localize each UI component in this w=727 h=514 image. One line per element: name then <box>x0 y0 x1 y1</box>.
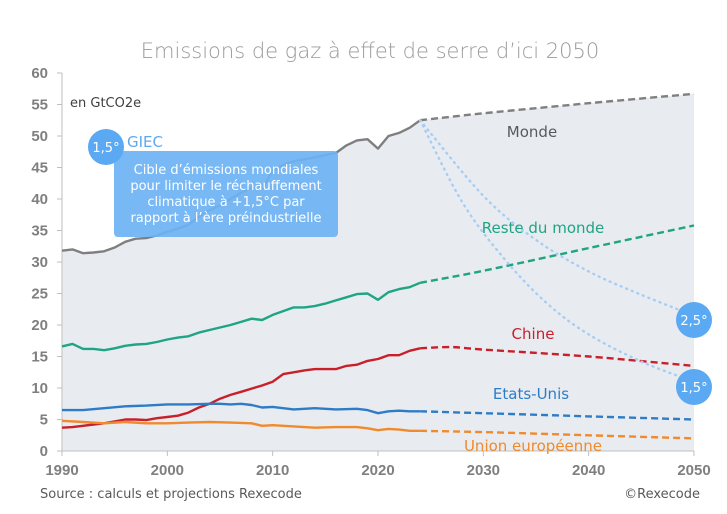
series-union-europeenne-projection <box>420 429 695 440</box>
giec-note-line-3: climatique à +1,5°C par <box>147 195 305 210</box>
label-reste-du-monde: Reste du monde <box>482 219 605 237</box>
y-tick-label: 45 <box>31 160 48 177</box>
plot-area <box>62 93 694 452</box>
badge-1-5-circle <box>676 369 712 405</box>
y-tick-label: 30 <box>31 254 48 271</box>
giec-note-line-4: rapport à l’ère préindustrielle <box>130 211 321 226</box>
giec-note-line-2: pour limiter le réchauffement <box>130 179 321 194</box>
series-chine-historical <box>61 347 421 429</box>
giec-annotation: 1,5° GIEC Cible d’émissions mondiales po… <box>88 129 338 237</box>
series-chine-projection <box>420 345 695 368</box>
y-tick-label: 55 <box>31 97 48 114</box>
unit-label: en GtCO2e <box>70 96 141 111</box>
x-tick-label: 2000 <box>151 462 184 479</box>
chart-title: Emissions de gaz à effet de serre d’ici … <box>141 39 599 63</box>
badge-2-5: 2,5° <box>676 302 712 338</box>
series-reste-du-monde-historical <box>61 281 421 352</box>
y-tick-label: 25 <box>31 286 48 303</box>
giec-note-line-1: Cible d’émissions mondiales <box>134 163 319 178</box>
y-tick-label: 5 <box>40 412 48 429</box>
trajectory-1-5 <box>418 119 696 383</box>
giec-note-box <box>114 151 338 237</box>
x-tick-label: 1990 <box>45 462 78 479</box>
series-union-europeenne-historical <box>61 419 421 432</box>
badge-1-5-text: 1,5° <box>680 381 707 396</box>
label-monde: Monde <box>507 123 557 141</box>
y-tick-label: 40 <box>31 191 48 208</box>
monde-area <box>62 93 694 452</box>
x-axis: 1990 2000 2010 2020 2030 2040 2050 <box>45 450 711 479</box>
trajectory-2-5 <box>418 119 696 317</box>
trajectory-layer <box>418 119 696 383</box>
badge-2-5-text: 2,5° <box>680 314 707 329</box>
y-tick-label: 10 <box>31 380 48 397</box>
label-chine: Chine <box>512 325 555 343</box>
y-tick-label: 20 <box>31 317 48 334</box>
x-tick-label: 2010 <box>256 462 289 479</box>
badge-2-5-circle <box>676 302 712 338</box>
y-tick-label: 60 <box>31 65 48 82</box>
copyright: ©Rexecode <box>624 487 700 502</box>
x-tick-label: 2050 <box>677 462 710 479</box>
series-monde-projection <box>420 92 695 122</box>
giec-badge-text: 1,5° <box>92 141 119 156</box>
source-note: Source : calculs et projections Rexecode <box>40 487 302 502</box>
y-tick-label: 0 <box>40 443 48 460</box>
series-reste-du-monde-projection <box>419 224 695 284</box>
label-etats-unis: Etats-Unis <box>493 385 569 403</box>
series-etats-unis-historical <box>62 402 421 415</box>
y-axis: 0 5 10 15 20 25 30 35 40 45 50 55 60 <box>31 65 63 460</box>
y-tick-label: 15 <box>31 349 48 366</box>
x-tick-label: 2020 <box>361 462 394 479</box>
giec-label: GIEC <box>127 133 163 151</box>
giec-badge <box>88 129 124 165</box>
series-layer <box>61 92 695 440</box>
label-union-europeenne: Union européenne <box>464 437 602 455</box>
y-tick-label: 35 <box>31 223 48 240</box>
x-tick-label: 2030 <box>467 462 500 479</box>
y-tick-label: 50 <box>31 128 48 145</box>
series-etats-unis-projection <box>420 410 695 421</box>
badge-1-5: 1,5° <box>676 369 712 405</box>
x-tick-label: 2040 <box>572 462 605 479</box>
